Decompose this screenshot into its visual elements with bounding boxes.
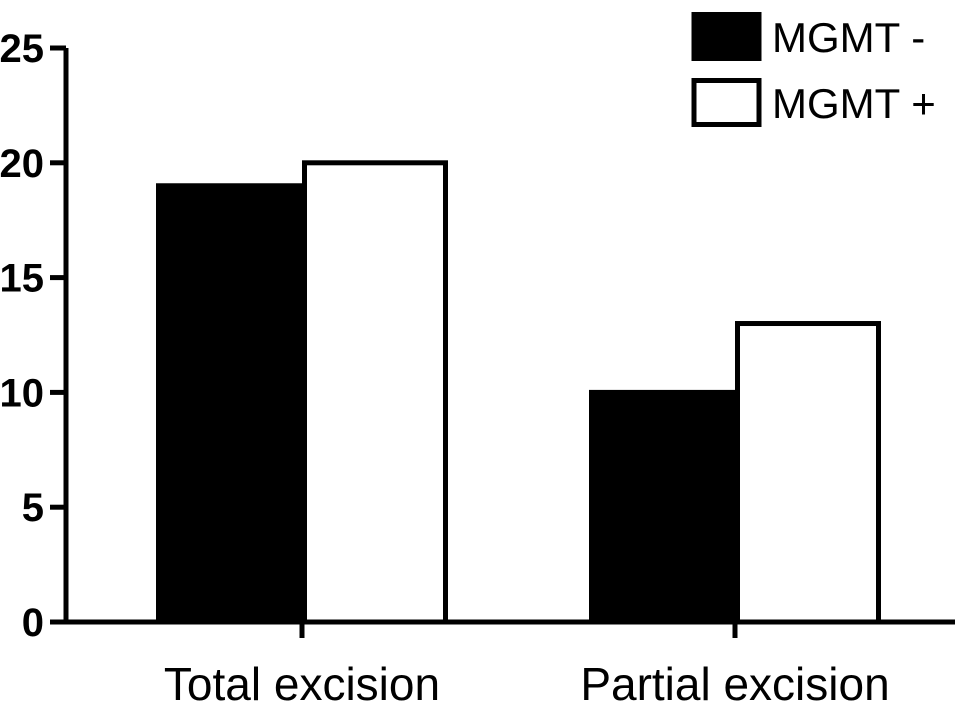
y-tick-label: 25: [0, 27, 44, 71]
y-tick-label: 10: [0, 371, 44, 415]
y-tick-label: 15: [0, 257, 44, 301]
x-category-label: Total excision: [164, 658, 440, 710]
bar-mgmt-positive-partial: [735, 321, 881, 625]
bar-mgmt-negative-partial: [589, 389, 735, 625]
legend-swatch-mgmt-negative: [691, 12, 762, 61]
legend-swatch-mgmt-positive: [691, 78, 762, 127]
legend-label-mgmt-negative: MGMT -: [772, 14, 925, 61]
bars: [156, 160, 881, 625]
legend: MGMT - MGMT +: [691, 12, 936, 127]
x-category-label: Partial excision: [580, 658, 889, 710]
y-tick-label: 20: [0, 142, 44, 186]
y-tick-label: 0: [22, 601, 44, 645]
bar-mgmt-positive-total: [302, 160, 448, 625]
legend-label-mgmt-positive: MGMT +: [772, 80, 936, 127]
y-tick-label: 5: [22, 486, 44, 530]
labels: 0 5 10 15 20 25 Total excision Partial excision: [0, 27, 890, 710]
bar-mgmt-negative-total: [156, 183, 302, 625]
